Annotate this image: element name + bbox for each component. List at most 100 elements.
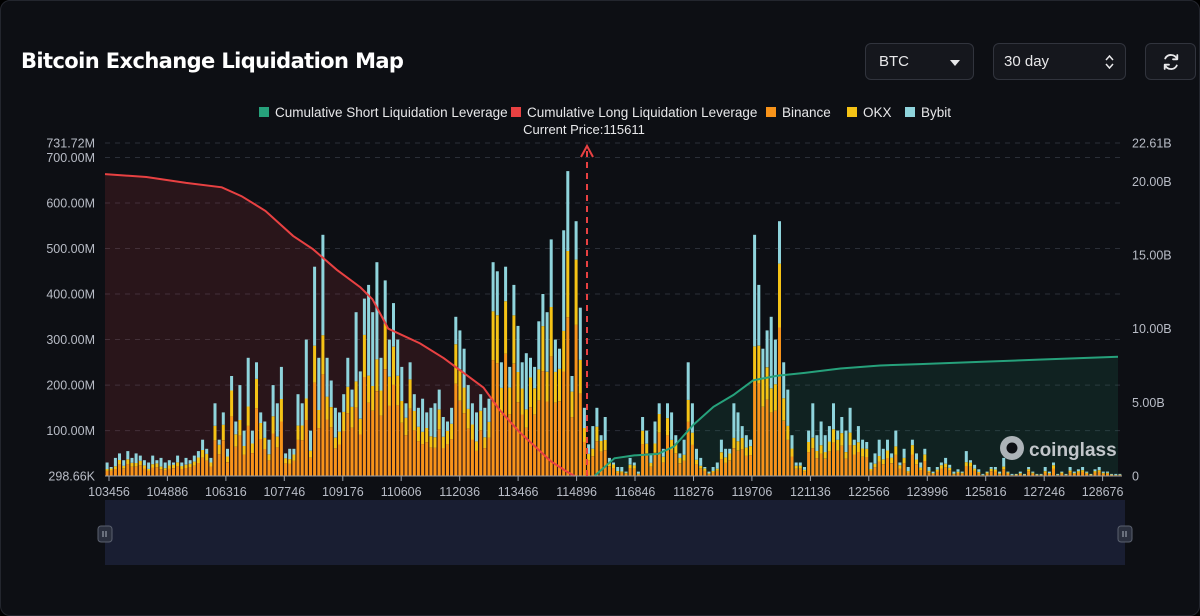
bar-116-okx: [587, 453, 591, 461]
bar-18-bybit: [180, 462, 184, 467]
bar-33-bybit: [242, 430, 246, 446]
legend-label-0: Cumulative Short Liquidation Leverage: [275, 105, 508, 120]
range-select[interactable]: 30 day: [993, 43, 1126, 80]
bar-181-binance: [856, 452, 860, 477]
bar-110-binance: [562, 371, 566, 477]
bar-209-binance: [973, 470, 977, 477]
bar-55-bybit: [333, 407, 337, 438]
bar-201-bybit: [939, 462, 943, 466]
bar-5-binance: [126, 464, 130, 477]
bar-19-bybit: [184, 457, 188, 465]
bar-46-okx: [296, 425, 300, 440]
bar-199-okx: [931, 473, 935, 474]
bar-92-bybit: [487, 398, 491, 422]
bar-220-bybit: [1018, 471, 1022, 474]
bar-4-okx: [122, 465, 126, 469]
bar-107-binance: [549, 356, 553, 477]
bar-159-binance: [765, 399, 769, 477]
bar-35-bybit: [250, 430, 254, 444]
bar-81-bybit: [441, 417, 445, 437]
chart-legend: Cumulative Short Liquidation Leverage Cum…: [259, 105, 951, 120]
bar-53-bybit: [325, 357, 329, 397]
bar-191-binance: [898, 468, 902, 477]
bar-59-binance: [350, 427, 354, 477]
bar-140-okx: [686, 399, 690, 422]
bar-127-binance: [632, 468, 636, 477]
bar-195-okx: [915, 459, 918, 465]
bar-142-bybit: [695, 448, 698, 460]
bar-0-bybit: [105, 462, 109, 470]
bar-126-okx: [628, 464, 632, 468]
zoom-range-window[interactable]: [105, 500, 1125, 565]
bar-128-bybit: [636, 471, 640, 474]
bar-207-bybit: [964, 451, 968, 463]
bar-97-bybit: [508, 366, 512, 388]
bar-17-okx: [176, 462, 180, 467]
bar-50-okx: [313, 345, 317, 383]
bar-203-bybit: [948, 464, 952, 468]
bar-209-bybit: [973, 464, 977, 469]
bar-129-bybit: [641, 417, 645, 431]
bar-60-okx: [354, 381, 358, 408]
bar-200-bybit: [935, 467, 939, 470]
bar-235-okx: [1081, 470, 1085, 472]
bar-103-bybit: [533, 366, 537, 389]
bar-16-bybit: [172, 462, 175, 465]
bar-78-bybit: [429, 407, 433, 437]
bar-21-bybit: [192, 455, 196, 462]
bar-6-binance: [130, 466, 134, 477]
bar-58-binance: [346, 413, 350, 477]
bar-150-binance: [728, 460, 732, 477]
bar-237-bybit: [1089, 473, 1093, 475]
bar-58-bybit: [346, 357, 350, 387]
legend-swatch-0: [259, 107, 269, 117]
bar-22-binance: [196, 463, 200, 477]
bar-171-okx: [815, 451, 819, 459]
bar-169-bybit: [807, 430, 811, 442]
zoom-handle-left[interactable]: [97, 525, 113, 543]
refresh-button[interactable]: [1145, 43, 1196, 80]
bar-90-okx: [479, 410, 483, 431]
bar-83-okx: [450, 423, 454, 440]
bar-132-okx: [653, 443, 657, 453]
bar-3-bybit: [118, 453, 121, 460]
refresh-icon: [1163, 53, 1178, 70]
bar-158-bybit: [761, 348, 765, 378]
bar-116-bybit: [587, 444, 591, 454]
right-axis-label-3: 10.00B: [1132, 322, 1172, 336]
bar-211-bybit: [981, 473, 985, 475]
coin-select[interactable]: BTC: [865, 43, 974, 80]
bar-236-binance: [1085, 473, 1089, 477]
bar-207-binance: [964, 466, 968, 477]
bar-83-binance: [450, 439, 454, 477]
bar-106-binance: [545, 401, 549, 477]
bar-15-binance: [167, 468, 171, 477]
bar-54-bybit: [329, 380, 333, 407]
bar-100-okx: [520, 388, 524, 415]
bar-79-bybit: [433, 403, 437, 438]
bar-204-okx: [952, 473, 956, 475]
bar-124-binance: [620, 472, 624, 477]
bar-99-binance: [516, 402, 520, 477]
bar-26-binance: [213, 440, 217, 477]
bar-18-binance: [180, 469, 184, 477]
bar-178-binance: [844, 458, 848, 477]
bar-187-okx: [881, 459, 885, 464]
bar-188-bybit: [886, 439, 889, 451]
bar-169-binance: [807, 452, 811, 477]
bar-117-okx: [591, 448, 595, 457]
bar-154-binance: [744, 455, 748, 477]
bar-6-okx: [130, 462, 134, 467]
left-axis-label-5: 300.00M: [46, 333, 95, 347]
bar-155-binance: [749, 455, 752, 477]
bar-82-bybit: [446, 421, 449, 431]
bar-199-binance: [931, 473, 935, 477]
bar-44-okx: [288, 459, 292, 464]
zoom-handle-right[interactable]: [1117, 525, 1133, 543]
bar-93-okx: [491, 311, 495, 361]
bar-26-bybit: [213, 403, 217, 426]
bar-138-bybit: [678, 453, 682, 458]
bar-63-binance: [367, 402, 371, 477]
bar-196-binance: [919, 470, 923, 477]
